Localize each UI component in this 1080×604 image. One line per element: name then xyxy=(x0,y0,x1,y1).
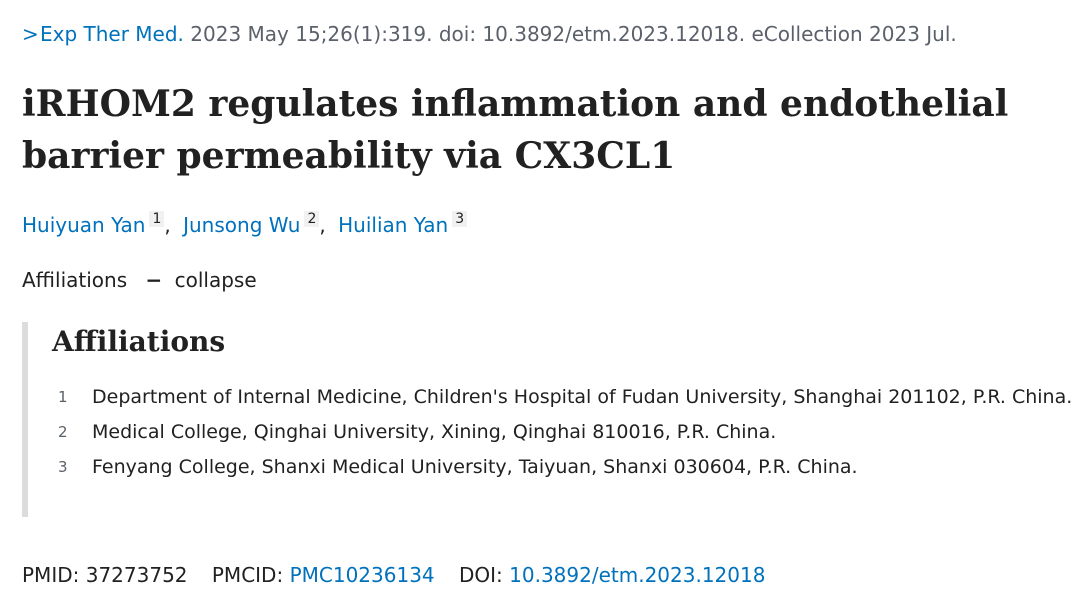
author-separator: , xyxy=(164,213,171,237)
citation-details: 2023 May 15;26(1):319. doi: 10.3892/etm.… xyxy=(190,22,957,46)
doi-link[interactable]: 10.3892/etm.2023.12018 xyxy=(509,563,766,587)
affiliation-number: 2 xyxy=(58,423,68,441)
author-affiliation-ref[interactable]: 3 xyxy=(452,211,468,227)
affiliation-text: Department of Internal Medicine, Childre… xyxy=(92,386,1073,408)
affiliation-text: Fenyang College, Shanxi Medical Universi… xyxy=(92,456,858,478)
author-link[interactable]: Huilian Yan xyxy=(338,213,449,237)
affiliations-heading: Affiliations xyxy=(52,325,226,358)
affiliation-item: 1 Department of Internal Medicine, Child… xyxy=(58,380,1074,415)
affiliation-item: 3 Fenyang College, Shanxi Medical Univer… xyxy=(58,450,1074,485)
affiliations-toggle-action: collapse xyxy=(174,268,257,292)
chevron-right-icon: > xyxy=(22,22,39,46)
article-title: iRHOM2 regulates inflammation and endoth… xyxy=(22,83,1009,177)
affiliations-panel: Affiliations 1 Department of Internal Me… xyxy=(22,322,1078,517)
collapse-dash-icon: − xyxy=(145,268,163,292)
affiliation-text: Medical College, Qinghai University, Xin… xyxy=(92,421,777,443)
author-list: Huiyuan Yan 1, Junsong Wu 2, Huilian Yan 3 xyxy=(22,210,468,240)
pmcid-label: PMCID: xyxy=(211,563,284,587)
pmid-label: PMID: xyxy=(22,563,80,587)
affiliation-item: 2 Medical College, Qinghai University, X… xyxy=(58,415,1074,450)
affiliations-toggle-label: Affiliations xyxy=(22,268,128,292)
affiliations-toggle[interactable]: Affiliations − collapse xyxy=(22,265,257,295)
affiliation-number: 1 xyxy=(58,388,68,406)
journal-link[interactable]: Exp Ther Med. xyxy=(40,22,184,46)
author-separator: , xyxy=(319,213,326,237)
pmcid-link[interactable]: PMC10236134 xyxy=(289,563,435,587)
pmid-group: PMID: 37273752 xyxy=(22,563,194,587)
citation-line: >Exp Ther Med. 2023 May 15;26(1):319. do… xyxy=(22,20,957,48)
affiliations-list: 1 Department of Internal Medicine, Child… xyxy=(58,380,1074,485)
doi-label: DOI: xyxy=(459,563,503,587)
author-link[interactable]: Junsong Wu xyxy=(183,213,301,237)
author-affiliation-ref[interactable]: 2 xyxy=(304,211,320,227)
author-affiliation-ref[interactable]: 1 xyxy=(149,211,165,227)
doi-group: DOI: 10.3892/etm.2023.12018 xyxy=(459,563,765,587)
pmcid-group: PMCID: PMC10236134 xyxy=(212,563,441,587)
affiliation-number: 3 xyxy=(58,458,68,476)
pmid-value: 37273752 xyxy=(85,563,188,587)
author-link[interactable]: Huiyuan Yan xyxy=(22,213,146,237)
article-identifiers: PMID: 37273752 PMCID: PMC10236134 DOI: 1… xyxy=(22,561,783,589)
